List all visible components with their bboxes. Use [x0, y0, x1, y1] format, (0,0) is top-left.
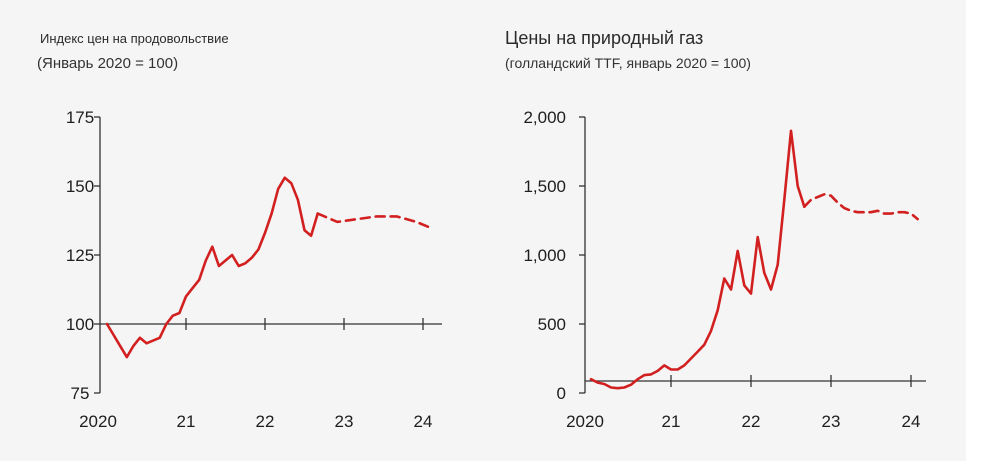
x-tick-label: 24	[414, 412, 433, 431]
actual-line	[105, 176, 320, 359]
y-tick-label: 500	[538, 315, 566, 334]
y-tick-label: 0	[557, 384, 566, 403]
chart1-title: Индекс цен на продовольствие	[40, 31, 229, 46]
actual-line	[589, 129, 806, 390]
y-tick-label: 1,500	[523, 177, 566, 196]
x-tick-label: 24	[902, 412, 921, 431]
chart2-title: Цены на природный газ	[505, 28, 704, 48]
x-tick-label: 2020	[566, 412, 604, 431]
x-tick-label: 21	[177, 412, 196, 431]
y-tick-label: 75	[71, 384, 90, 403]
forecast-line	[802, 193, 920, 221]
x-tick-label: 23	[335, 412, 354, 431]
y-tick-label: 100	[66, 315, 94, 334]
y-tick-label: 1,000	[523, 246, 566, 265]
x-tick-label: 22	[742, 412, 761, 431]
y-tick-label: 175	[66, 108, 94, 127]
chart-panel: Индекс цен на продовольствие (Январь 202…	[37, 28, 751, 72]
y-tick-label: 125	[66, 246, 94, 265]
x-tick-label: 2020	[79, 412, 117, 431]
chart1-subtitle: (Январь 2020 = 100)	[37, 55, 179, 72]
x-tick-label: 23	[822, 412, 841, 431]
x-tick-label: 22	[256, 412, 275, 431]
forecast-line	[316, 212, 431, 229]
chart2-subtitle: (голландский TTF, январь 2020 = 100)	[505, 55, 751, 71]
y-tick-label: 150	[66, 177, 94, 196]
y-tick-label: 2,000	[523, 108, 566, 127]
x-tick-label: 21	[662, 412, 681, 431]
